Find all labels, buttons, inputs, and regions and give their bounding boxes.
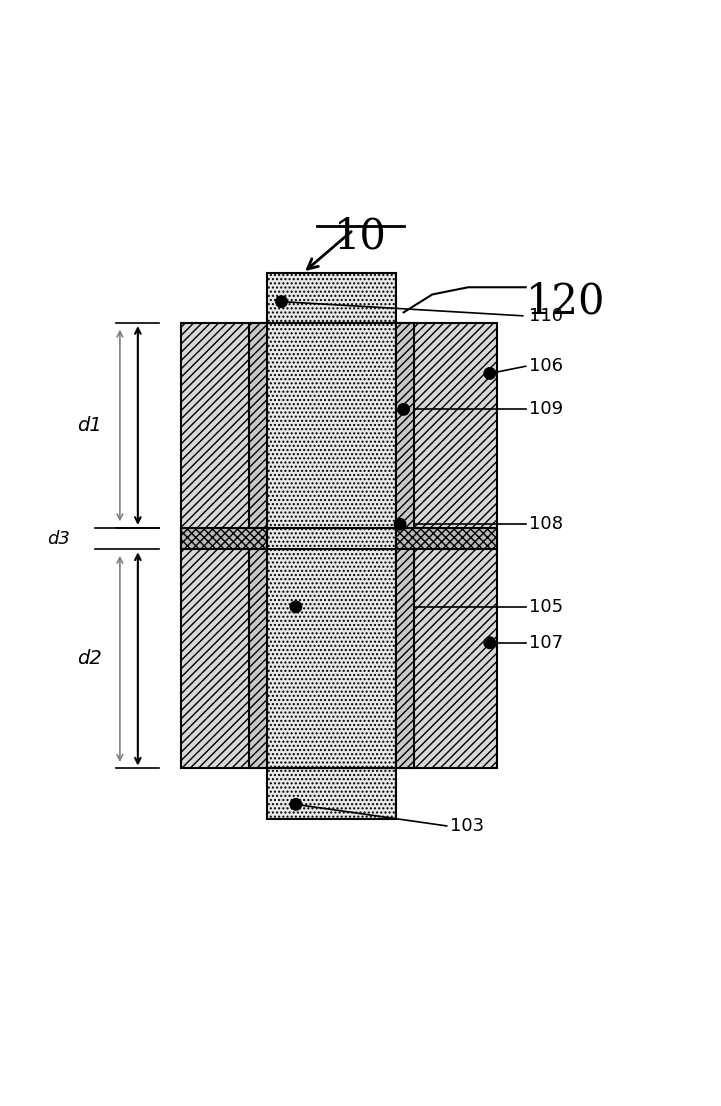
Bar xyxy=(181,323,267,769)
Text: 110: 110 xyxy=(529,307,563,325)
Circle shape xyxy=(484,637,495,648)
Circle shape xyxy=(484,367,495,379)
Text: 107: 107 xyxy=(529,634,563,651)
Bar xyxy=(397,323,497,769)
Text: d1: d1 xyxy=(77,416,102,435)
Circle shape xyxy=(398,404,410,415)
Text: 103: 103 xyxy=(451,817,485,835)
Text: 109: 109 xyxy=(529,400,563,418)
Text: 106: 106 xyxy=(529,357,563,375)
Circle shape xyxy=(275,296,287,307)
Bar xyxy=(397,528,497,550)
Bar xyxy=(249,323,267,769)
Bar xyxy=(267,273,397,323)
Circle shape xyxy=(290,602,301,613)
Bar xyxy=(181,528,267,550)
Text: 108: 108 xyxy=(529,515,563,533)
Bar xyxy=(267,769,397,818)
Bar xyxy=(267,323,397,769)
Circle shape xyxy=(290,799,301,810)
Bar xyxy=(397,323,415,769)
Text: d2: d2 xyxy=(77,649,102,668)
Text: 120: 120 xyxy=(526,280,605,322)
Text: d3: d3 xyxy=(47,530,70,547)
Text: 10: 10 xyxy=(334,216,387,258)
Circle shape xyxy=(394,519,406,530)
Text: 105: 105 xyxy=(529,598,563,616)
